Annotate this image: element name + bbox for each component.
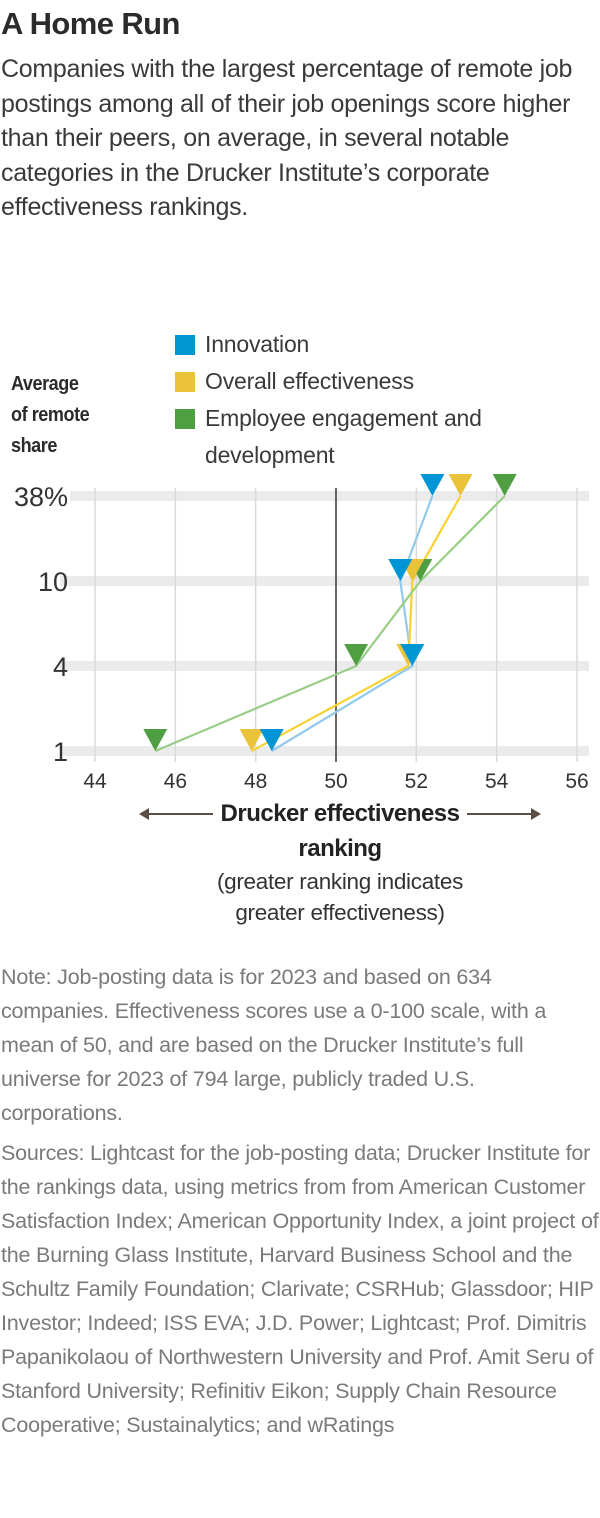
legend-swatch-overall bbox=[175, 372, 195, 392]
x-axis-note-line1: (greater ranking indicates bbox=[216, 869, 464, 894]
series-markers bbox=[143, 474, 517, 751]
y-axis-title: Average of remote share bbox=[11, 368, 90, 461]
x-axis-title-line2: ranking bbox=[298, 835, 382, 862]
legend-label: Overall effectiveness bbox=[205, 368, 414, 394]
y-axis-title-line: of remote bbox=[11, 403, 90, 426]
data-marker-innovation bbox=[259, 729, 284, 751]
data-marker-innovation bbox=[400, 644, 425, 666]
chart-plot: 38% 10 4 1 44 46 48 50 52 54 56 bbox=[14, 474, 589, 790]
right-arrow-icon bbox=[467, 807, 542, 820]
left-arrow-icon bbox=[138, 807, 213, 820]
x-axis-note-line2: greater effectiveness) bbox=[235, 900, 445, 925]
horizontal-gridlines bbox=[60, 491, 589, 756]
chart-subtitle: Companies with the largest percentage of… bbox=[1, 55, 573, 221]
data-marker-innovation bbox=[420, 474, 445, 496]
sources: Sources: Lightcast for the job-posting d… bbox=[1, 1141, 599, 1437]
x-tick-labels: 44 46 48 50 52 54 56 bbox=[83, 770, 588, 790]
series-lines bbox=[154, 495, 506, 753]
legend-item-overall: Overall effectiveness bbox=[175, 363, 545, 400]
x-axis-title: Drucker effectiveness ranking (greater r… bbox=[120, 796, 560, 928]
vertical-gridlines bbox=[94, 488, 578, 762]
legend-label: Innovation bbox=[205, 331, 310, 357]
data-marker-innovation bbox=[388, 559, 413, 581]
x-tick-label: 50 bbox=[324, 770, 347, 790]
chart-title: A Home Run bbox=[1, 6, 180, 41]
legend-swatch-employee bbox=[175, 409, 195, 429]
y-axis-title-line: share bbox=[11, 434, 57, 457]
series-line-employee-engagement-and-development bbox=[154, 495, 506, 753]
x-tick-label: 48 bbox=[244, 770, 267, 790]
data-marker-employee-engagement-and-development bbox=[492, 474, 517, 496]
y-tick-label: 1 bbox=[53, 737, 68, 767]
x-tick-label: 56 bbox=[565, 770, 588, 790]
legend-item-employee: Employee engagement and development bbox=[175, 400, 545, 474]
y-tick-label: 38% bbox=[14, 482, 68, 512]
legend-label: development bbox=[205, 442, 335, 468]
x-tick-label: 46 bbox=[164, 770, 187, 790]
series-line-overall-effectiveness bbox=[251, 495, 462, 752]
footnote: Note: Job-posting data is for 2023 and b… bbox=[1, 965, 547, 1125]
x-tick-label: 52 bbox=[405, 770, 428, 790]
data-marker-overall-effectiveness bbox=[448, 474, 473, 496]
data-marker-employee-engagement-and-development bbox=[344, 644, 369, 666]
y-tick-labels: 38% 10 4 1 bbox=[14, 482, 68, 767]
legend-swatch-innovation bbox=[175, 335, 195, 355]
y-axis-title-line: Average bbox=[11, 372, 79, 395]
y-tick-label: 10 bbox=[38, 567, 68, 597]
y-tick-label: 4 bbox=[53, 652, 68, 682]
legend: Innovation Overall effectiveness Employe… bbox=[175, 326, 545, 474]
x-tick-label: 44 bbox=[83, 770, 107, 790]
data-marker-employee-engagement-and-development bbox=[143, 729, 168, 751]
x-tick-label: 54 bbox=[485, 770, 509, 790]
legend-item-innovation: Innovation bbox=[175, 326, 545, 363]
series-line-innovation bbox=[271, 495, 434, 752]
x-axis-title-line1: Drucker effectiveness bbox=[220, 800, 460, 827]
data-marker-overall-effectiveness bbox=[239, 729, 264, 751]
legend-label: Employee engagement and bbox=[205, 405, 482, 431]
